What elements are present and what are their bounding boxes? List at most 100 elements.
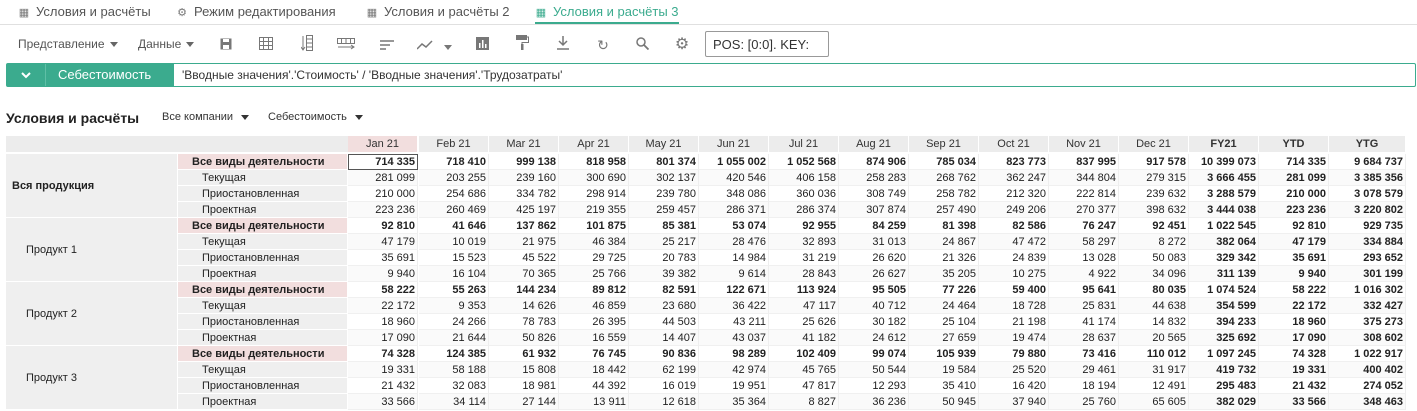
data-cell[interactable]: 44 503	[629, 314, 699, 330]
data-cell[interactable]: 12 491	[1119, 378, 1189, 394]
data-cell[interactable]: 19 584	[909, 362, 979, 378]
data-cell[interactable]: 16 420	[979, 378, 1049, 394]
data-cell[interactable]: 24 612	[839, 330, 909, 346]
data-cell[interactable]: 23 680	[629, 298, 699, 314]
data-cell[interactable]: 34 114	[419, 394, 489, 410]
data-cell[interactable]: 219 355	[559, 202, 629, 218]
data-cell[interactable]: 25 766	[559, 266, 629, 282]
data-cell[interactable]: 35 205	[909, 266, 979, 282]
data-cell[interactable]: 406 158	[769, 170, 839, 186]
data-cell[interactable]: 28 843	[769, 266, 839, 282]
data-cell[interactable]: 203 255	[419, 170, 489, 186]
data-cell[interactable]: 12 618	[629, 394, 699, 410]
row-header[interactable]: Проектная	[178, 266, 348, 282]
data-cell[interactable]: 79 880	[979, 346, 1049, 362]
data-cell[interactable]: 47 117	[769, 298, 839, 314]
row-header[interactable]: Все виды деятельности	[178, 154, 348, 170]
data-cell[interactable]: 25 104	[909, 314, 979, 330]
data-cell[interactable]: 41 174	[1049, 314, 1119, 330]
data-cell[interactable]: 929 735	[1329, 218, 1406, 234]
data-cell[interactable]: 13 911	[559, 394, 629, 410]
data-cell[interactable]: 32 893	[769, 234, 839, 250]
data-cell[interactable]: 25 520	[979, 362, 1049, 378]
row-group-header[interactable]: Продукт 3	[6, 346, 178, 410]
settings-icon[interactable]: ⚙	[674, 36, 690, 53]
data-cell[interactable]: 21 432	[1259, 378, 1329, 394]
data-cell[interactable]: 21 326	[909, 250, 979, 266]
data-cell[interactable]: 25 831	[1049, 298, 1119, 314]
formula-collapse-button[interactable]	[7, 64, 45, 86]
format-paint-icon[interactable]	[512, 35, 532, 55]
data-cell[interactable]: 99 074	[839, 346, 909, 362]
column-header[interactable]: Feb 21	[419, 136, 489, 152]
data-cell[interactable]: 122 671	[699, 282, 769, 298]
row-header[interactable]: Приостановленная	[178, 186, 348, 202]
data-cell[interactable]: 40 712	[839, 298, 909, 314]
data-cell[interactable]: 3 078 579	[1329, 186, 1406, 202]
data-cell[interactable]: 26 627	[839, 266, 909, 282]
data-cell[interactable]: 27 144	[489, 394, 559, 410]
data-cell[interactable]: 44 638	[1119, 298, 1189, 314]
data-cell[interactable]: 65 605	[1119, 394, 1189, 410]
data-cell[interactable]: 43 037	[699, 330, 769, 346]
data-cell[interactable]: 18 981	[489, 378, 559, 394]
data-cell[interactable]: 400 402	[1329, 362, 1406, 378]
tab-conditions[interactable]: ▦ Условия и расчёты	[18, 0, 151, 23]
data-cell[interactable]: 329 342	[1189, 250, 1259, 266]
data-cell[interactable]: 102 409	[769, 346, 839, 362]
data-cell[interactable]: 33 566	[1259, 394, 1329, 410]
data-cell[interactable]: 50 826	[489, 330, 559, 346]
data-cell[interactable]: 3 288 579	[1189, 186, 1259, 202]
row-group-header[interactable]: Вся продукция	[6, 154, 178, 218]
data-cell[interactable]: 82 591	[629, 282, 699, 298]
data-cell[interactable]: 9 940	[348, 266, 418, 282]
data-cell[interactable]: 300 690	[559, 170, 629, 186]
data-cell[interactable]: 21 644	[419, 330, 489, 346]
data-cell[interactable]: 334 884	[1329, 234, 1406, 250]
data-cell[interactable]: 14 626	[489, 298, 559, 314]
tab-edit-mode[interactable]: ⚙ Режим редактирования	[176, 0, 336, 23]
data-cell[interactable]: 1 022 917	[1329, 346, 1406, 362]
row-header[interactable]: Текущая	[178, 362, 348, 378]
data-cell[interactable]: 82 586	[979, 218, 1049, 234]
data-cell[interactable]: 14 832	[1119, 314, 1189, 330]
data-cell[interactable]: 95 641	[1049, 282, 1119, 298]
data-cell[interactable]: 58 188	[419, 362, 489, 378]
data-cell[interactable]: 35 691	[348, 250, 418, 266]
data-cell[interactable]: 30 182	[839, 314, 909, 330]
data-cell[interactable]: 33 566	[348, 394, 418, 410]
column-header[interactable]: Nov 21	[1049, 136, 1119, 152]
data-cell[interactable]: 17 090	[1259, 330, 1329, 346]
data-cell[interactable]: 3 444 038	[1189, 202, 1259, 218]
data-cell[interactable]: 98 289	[699, 346, 769, 362]
data-cell[interactable]: 25 760	[1049, 394, 1119, 410]
data-cell[interactable]: 14 407	[629, 330, 699, 346]
data-cell[interactable]: 16 104	[419, 266, 489, 282]
data-cell[interactable]: 20 783	[629, 250, 699, 266]
data-cell[interactable]: 39 382	[629, 266, 699, 282]
data-cell[interactable]: 375 273	[1329, 314, 1406, 330]
data-cell[interactable]: 257 490	[909, 202, 979, 218]
column-header[interactable]: Sep 21	[909, 136, 979, 152]
data-cell[interactable]: 302 137	[629, 170, 699, 186]
data-cell[interactable]: 360 036	[769, 186, 839, 202]
row-header[interactable]: Приостановленная	[178, 314, 348, 330]
data-cell[interactable]: 295 483	[1189, 378, 1259, 394]
column-header[interactable]: YTD	[1259, 136, 1329, 152]
column-header[interactable]: Dec 21	[1119, 136, 1189, 152]
data-cell[interactable]: 24 464	[909, 298, 979, 314]
row-icon[interactable]	[336, 35, 356, 55]
data-cell[interactable]: 3 666 455	[1189, 170, 1259, 186]
data-cell[interactable]: 9 940	[1259, 266, 1329, 282]
data-cell[interactable]: 801 374	[629, 154, 699, 170]
data-cell[interactable]: 239 780	[629, 186, 699, 202]
data-cell[interactable]: 258 283	[839, 170, 909, 186]
data-cell[interactable]: 31 013	[839, 234, 909, 250]
data-cell[interactable]: 25 217	[629, 234, 699, 250]
row-header[interactable]: Текущая	[178, 234, 348, 250]
data-cell[interactable]: 29 725	[559, 250, 629, 266]
data-cell[interactable]: 1 055 002	[699, 154, 769, 170]
column-header[interactable]: Oct 21	[979, 136, 1049, 152]
data-cell[interactable]: 105 939	[909, 346, 979, 362]
column-icon[interactable]	[297, 35, 317, 55]
